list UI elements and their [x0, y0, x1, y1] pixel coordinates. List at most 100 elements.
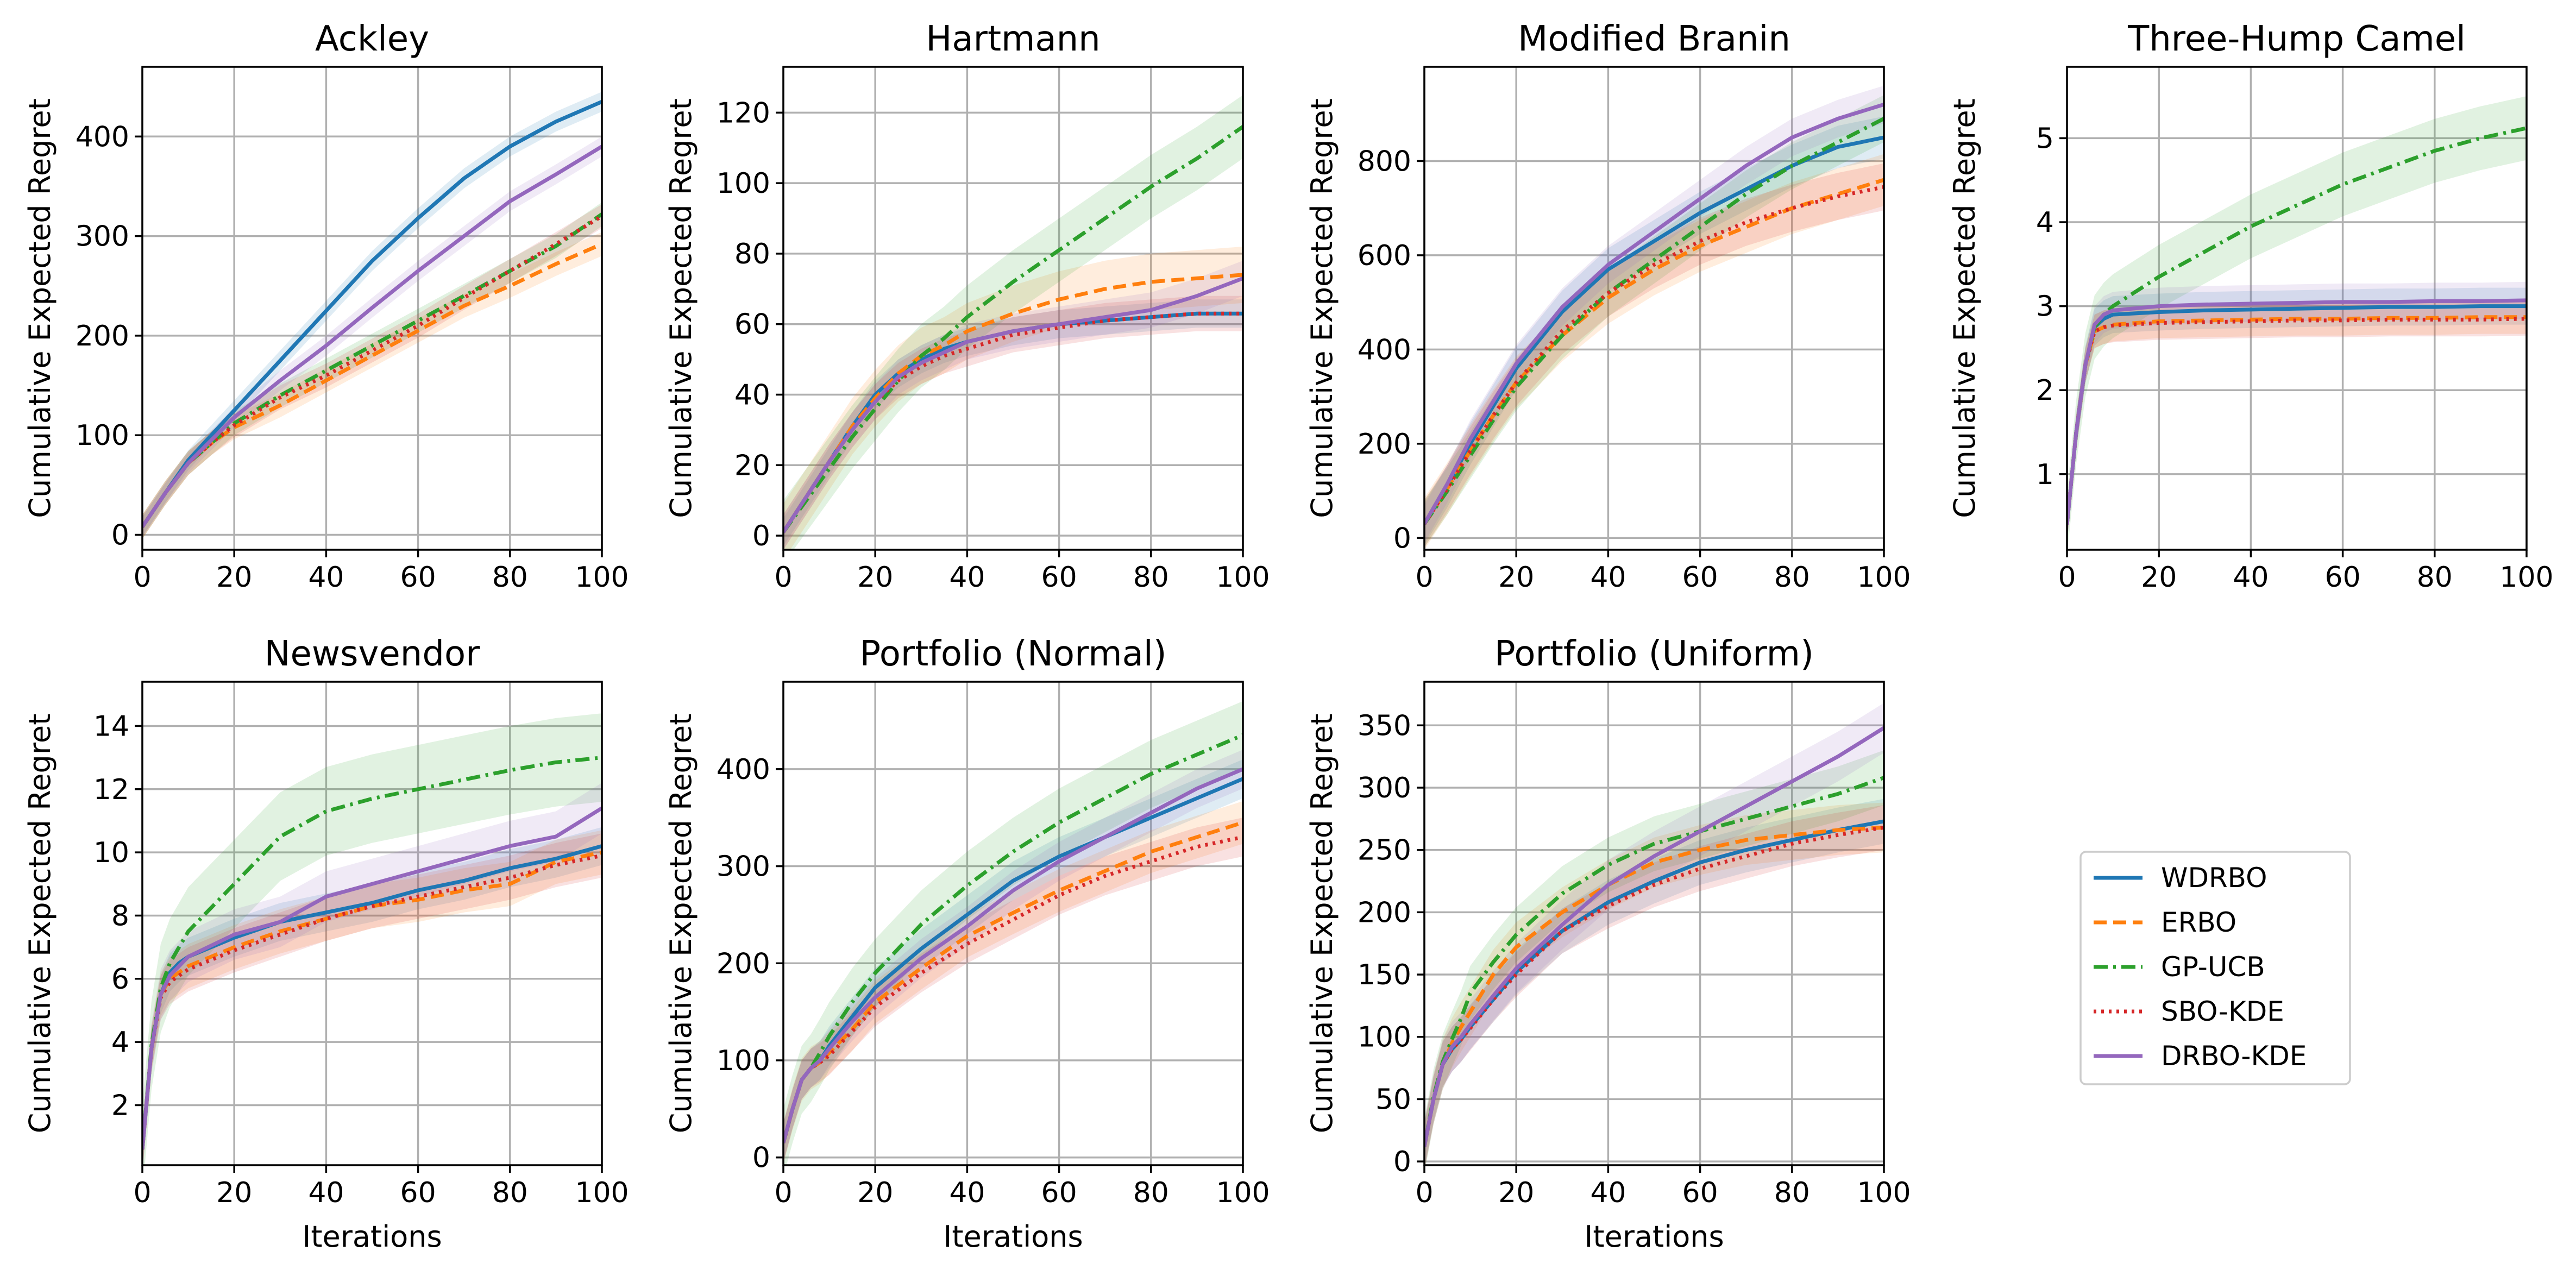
band-wdrbo — [142, 827, 602, 1165]
y-tick-label: 2 — [2036, 374, 2054, 407]
x-tick-label: 20 — [1498, 561, 1534, 594]
panel-title: Portfolio (Uniform) — [1494, 634, 1814, 674]
legend: WDRBO ERBO GP-UCB SBO-KDE DRBO-KDE — [2079, 851, 2351, 1085]
y-tick-label: 2 — [111, 1089, 129, 1122]
band-sbo-kde — [1424, 163, 1884, 548]
y-tick-label: 300 — [717, 851, 770, 883]
series-group — [142, 91, 602, 539]
x-tick-label: 20 — [2141, 561, 2177, 594]
x-tick-label: 20 — [216, 1177, 252, 1209]
y-tick-label: 400 — [717, 753, 770, 786]
x-tick-label: 60 — [1041, 1177, 1077, 1209]
legend-box — [2079, 851, 2351, 1085]
plot-frame — [782, 681, 1244, 1166]
y-axis-label: Cumulative Expected Regret — [23, 714, 57, 1133]
x-tick-label: 100 — [2499, 561, 2553, 594]
panel-ackley: 0 20 40 60 80 100 0 100 200 300 400 Ackley Cumulativ… — [23, 19, 629, 594]
y-tick-label: 4 — [2036, 206, 2054, 239]
band-gp-ucb — [783, 701, 1243, 1165]
band-sbo-kde — [783, 296, 1243, 550]
y-tick-label: 150 — [1358, 959, 1411, 991]
x-tick-label: 100 — [575, 561, 629, 594]
series-group — [783, 95, 1243, 550]
y-tick-label: 0 — [1393, 522, 1411, 555]
y-tick-label: 0 — [752, 520, 770, 552]
line-erbo — [2067, 315, 2527, 525]
panel-newsvendor: 0 20 40 60 80 100 2 4 6 8 10 12 14 Newsvendor Cumulati… — [23, 634, 629, 1254]
x-tick-label: 100 — [1857, 1177, 1911, 1209]
x-tick-label: 80 — [1774, 1177, 1810, 1209]
legend-label-sbo-kde: SBO-KDE — [2161, 996, 2284, 1027]
panel-hartmann: 0 20 40 60 80 100 0 20 40 60 80 100 120 Hartmann Cumul… — [664, 19, 1270, 594]
line-gp-ucb — [1424, 117, 1884, 525]
band-gp-ucb — [1424, 95, 1884, 548]
x-tick-label: 40 — [1590, 1177, 1626, 1209]
panel-title: Portfolio (Normal) — [859, 634, 1166, 674]
x-tick-label: 60 — [400, 1177, 436, 1209]
plot-frame — [141, 66, 603, 551]
band-drbo-kde — [1424, 85, 1884, 543]
y-tick-label: 400 — [1358, 334, 1411, 366]
x-tick-label: 0 — [1415, 561, 1433, 594]
legend-label-erbo: ERBO — [2161, 907, 2236, 938]
line-gp-ucb — [142, 756, 602, 1150]
y-tick-label: 600 — [1358, 240, 1411, 272]
band-gp-ucb — [142, 713, 602, 1165]
x-tick-label: 40 — [949, 561, 985, 594]
y-tick-label: 300 — [76, 221, 129, 253]
line-gp-ucb — [783, 733, 1243, 1143]
panel-title: Newsvendor — [265, 634, 481, 674]
y-tick-label: 400 — [76, 121, 129, 153]
band-erbo — [1424, 154, 1884, 550]
x-axis-label: Iterations — [1584, 1220, 1724, 1254]
x-tick-label: 60 — [1682, 561, 1718, 594]
line-wdrbo — [142, 99, 602, 528]
y-tick-label: 8 — [111, 900, 129, 932]
x-tick-label: 60 — [400, 561, 436, 594]
x-tick-label: 80 — [1774, 561, 1810, 594]
line-gp-ucb — [1424, 776, 1884, 1147]
y-tick-label: 40 — [734, 379, 770, 411]
y-tick-label: 100 — [717, 1045, 770, 1077]
x-axis-label: Iterations — [302, 1220, 442, 1254]
y-tick-label: 100 — [717, 167, 770, 200]
y-tick-label: 6 — [111, 963, 129, 996]
x-tick-label: 40 — [308, 1177, 344, 1209]
x-tick-label: 60 — [1041, 561, 1077, 594]
x-tick-label: 0 — [133, 1177, 151, 1209]
y-tick-label: 120 — [717, 97, 770, 129]
x-tick-label: 20 — [216, 561, 252, 594]
x-tick-label: 20 — [1498, 1177, 1534, 1209]
band-drbo-kde — [142, 783, 602, 1165]
y-tick-label: 4 — [111, 1026, 129, 1059]
x-tick-label: 40 — [2233, 561, 2269, 594]
panel-modified-branin: 0 20 40 60 80 100 0 200 400 600 800 Modified Branin… — [1305, 19, 1911, 594]
y-tick-label: 200 — [717, 947, 770, 980]
x-tick-label: 40 — [1590, 561, 1626, 594]
y-tick-label: 1 — [2036, 458, 2054, 491]
line-drbo-kde — [783, 767, 1243, 1143]
band-gp-ucb — [2067, 96, 2527, 550]
y-tick-label: 5 — [2036, 122, 2054, 155]
y-tick-label: 0 — [1393, 1146, 1411, 1178]
y-axis-label: Cumulative Expected Regret — [1305, 98, 1339, 518]
line-gp-ucb — [783, 125, 1243, 533]
panel-title: Three-Hump Camel — [2127, 19, 2466, 59]
plot-frame — [2066, 66, 2528, 551]
band-drbo-kde — [783, 260, 1243, 550]
line-sbo-kde — [2067, 317, 2527, 525]
line-drbo-kde — [142, 144, 602, 528]
panel-title: Ackley — [315, 19, 429, 59]
y-tick-label: 100 — [1358, 1021, 1411, 1054]
line-drbo-kde — [783, 276, 1243, 533]
band-gp-ucb — [1424, 750, 1884, 1165]
line-erbo — [783, 820, 1243, 1143]
x-tick-label: 60 — [2325, 561, 2361, 594]
line-gp-ucb — [142, 212, 602, 528]
x-tick-label: 0 — [774, 561, 792, 594]
y-axis-label: Cumulative Expected Regret — [1947, 98, 1982, 518]
legend-label-wdrbo: WDRBO — [2161, 862, 2267, 894]
band-wdrbo — [783, 299, 1243, 546]
y-axis-label: Cumulative Expected Regret — [664, 714, 698, 1133]
